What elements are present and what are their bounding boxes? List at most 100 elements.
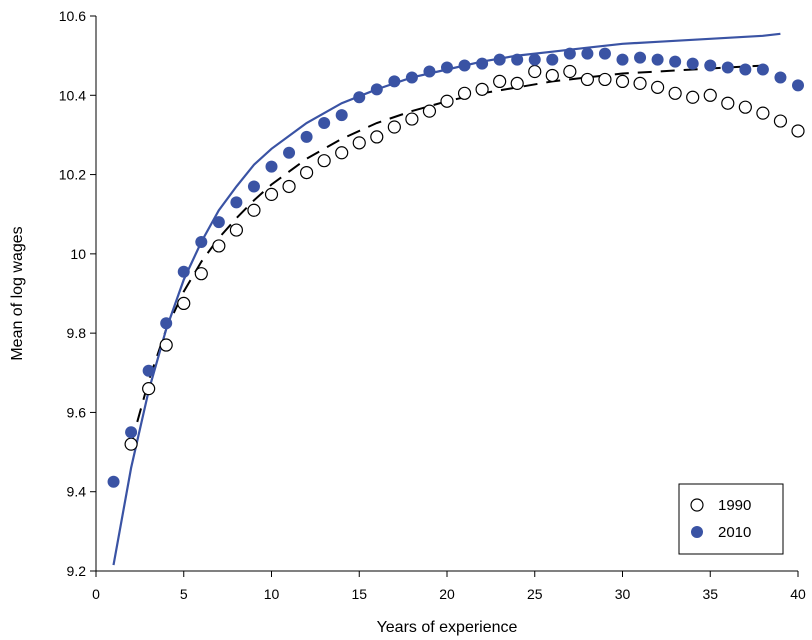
data-point-2010 xyxy=(651,53,664,66)
x-tick-label: 0 xyxy=(92,586,100,602)
x-ticks: 0 5 10 15 20 25 30 35 40 xyxy=(92,571,806,602)
data-point-1990 xyxy=(721,96,735,110)
data-point-1990 xyxy=(352,136,366,150)
data-point-2010 xyxy=(528,53,541,66)
data-point-1990 xyxy=(387,120,401,134)
data-point-2010 xyxy=(370,83,383,96)
data-point-2010 xyxy=(476,57,489,70)
data-point-2010 xyxy=(581,47,594,60)
data-point-1990 xyxy=(212,239,226,253)
data-point-1990 xyxy=(229,223,243,237)
data-point-2010 xyxy=(265,160,278,173)
x-tick-label: 15 xyxy=(351,586,367,602)
y-tick-label: 10 xyxy=(70,246,86,262)
data-point-2010 xyxy=(704,59,717,72)
data-point-1990 xyxy=(615,74,630,89)
x-tick-label: 20 xyxy=(439,586,455,602)
data-point-2010 xyxy=(177,265,190,278)
data-point-1990 xyxy=(756,106,770,120)
data-point-1990 xyxy=(510,76,524,90)
data-point-1990 xyxy=(124,437,138,451)
data-point-2010 xyxy=(686,57,699,70)
y-tick-label: 10.6 xyxy=(59,8,86,24)
data-point-2010 xyxy=(247,180,260,193)
legend-marker-1990 xyxy=(690,498,704,512)
x-tick-label: 40 xyxy=(790,586,806,602)
legend-label: 1990 xyxy=(718,497,751,514)
data-point-1990 xyxy=(633,76,647,90)
data-point-2010 xyxy=(107,475,120,488)
data-point-1990 xyxy=(282,179,296,194)
data-point-2010 xyxy=(353,91,366,104)
data-point-2010 xyxy=(634,51,647,64)
y-tick-label: 10.4 xyxy=(59,87,86,103)
data-point-1990 xyxy=(317,154,331,168)
data-point-1990 xyxy=(370,130,384,144)
data-point-1990 xyxy=(457,86,472,100)
data-point-2010 xyxy=(563,47,576,60)
data-point-2010 xyxy=(511,53,524,66)
x-tick-label: 25 xyxy=(527,586,543,602)
data-point-2010 xyxy=(493,53,506,66)
data-point-1990 xyxy=(493,74,507,89)
y-tick-label: 9.8 xyxy=(67,325,87,341)
data-point-1990 xyxy=(335,146,349,160)
data-point-2010 xyxy=(300,130,313,143)
data-point-1990 xyxy=(580,72,595,87)
data-point-2010 xyxy=(195,235,208,248)
legend-box xyxy=(678,483,784,555)
data-point-1990 xyxy=(300,165,314,180)
data-points xyxy=(107,47,805,488)
data-point-2010 xyxy=(230,196,243,209)
data-point-2010 xyxy=(774,71,787,84)
data-point-1990 xyxy=(598,72,612,87)
data-point-1990 xyxy=(264,187,279,201)
y-tick-label: 9.2 xyxy=(67,563,87,579)
data-point-1990 xyxy=(545,68,559,83)
x-tick-label: 35 xyxy=(702,586,718,602)
data-point-2010 xyxy=(756,63,769,76)
y-tick-label: 10.2 xyxy=(59,167,86,183)
data-point-2010 xyxy=(441,61,453,74)
fitted-line-1990 xyxy=(130,64,763,445)
data-point-1990 xyxy=(247,203,261,217)
data-point-2010 xyxy=(598,47,611,60)
data-point-2010 xyxy=(318,117,331,130)
data-point-1990 xyxy=(563,64,577,79)
legend-marker-2010 xyxy=(691,526,703,538)
y-tick-label: 9.6 xyxy=(67,404,87,420)
x-tick-label: 10 xyxy=(264,586,280,602)
data-point-1990 xyxy=(159,338,173,352)
data-point-1990 xyxy=(405,112,419,126)
data-point-1990 xyxy=(177,296,191,311)
legend-label: 2010 xyxy=(718,524,751,541)
legend: 1990 2010 xyxy=(678,483,784,555)
x-tick-label: 30 xyxy=(615,586,631,602)
x-axis-title: Years of experience xyxy=(377,619,518,636)
data-point-1990 xyxy=(440,94,454,108)
data-point-2010 xyxy=(212,216,225,229)
y-axis-title: Mean of log wages xyxy=(9,226,26,360)
data-point-1990 xyxy=(194,267,208,281)
data-point-2010 xyxy=(669,55,682,68)
data-point-1990 xyxy=(738,100,752,114)
data-point-2010 xyxy=(739,63,752,76)
data-point-2010 xyxy=(125,426,138,439)
data-point-1990 xyxy=(668,86,682,100)
data-point-1990 xyxy=(475,82,489,96)
data-point-1990 xyxy=(703,88,717,102)
data-point-2010 xyxy=(388,75,401,88)
data-point-2010 xyxy=(616,53,629,66)
data-point-2010 xyxy=(458,59,471,72)
data-point-2010 xyxy=(792,79,804,92)
data-point-1990 xyxy=(142,382,156,396)
data-point-2010 xyxy=(423,65,436,78)
data-point-2010 xyxy=(721,61,734,74)
data-point-1990 xyxy=(686,90,700,104)
data-point-2010 xyxy=(160,317,173,330)
data-point-2010 xyxy=(546,53,559,66)
data-point-1990 xyxy=(422,104,437,118)
data-point-2010 xyxy=(405,71,418,84)
data-point-2010 xyxy=(283,146,296,159)
